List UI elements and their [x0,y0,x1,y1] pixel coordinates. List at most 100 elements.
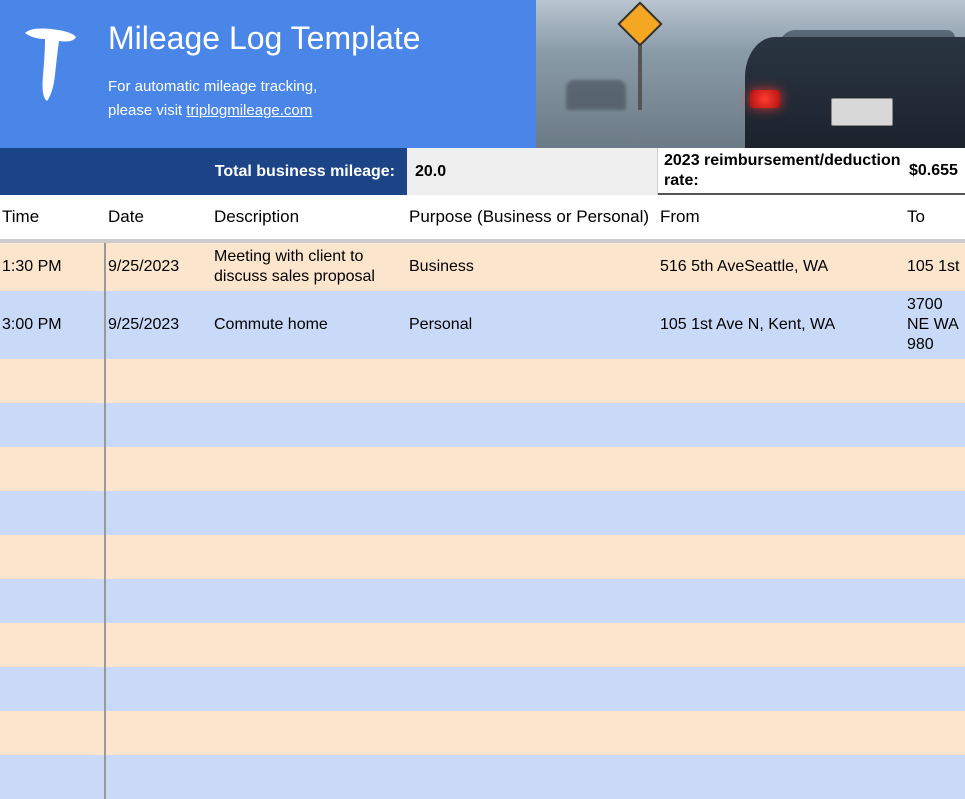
table-row[interactable]: 3:00 PM9/25/2023Commute homePersonal105 … [0,291,965,359]
table-row[interactable] [0,623,965,667]
cell-time[interactable]: 3:00 PM [0,291,106,359]
cell-empty[interactable] [0,667,106,711]
table-row[interactable]: 1:30 PM9/25/2023Meeting with client to d… [0,243,965,291]
cell-empty[interactable] [212,623,407,667]
cell-date[interactable]: 9/25/2023 [106,243,212,291]
table-row[interactable] [0,755,965,799]
cell-empty[interactable] [658,403,905,447]
cell-empty[interactable] [212,711,407,755]
table-row[interactable] [0,491,965,535]
table-row[interactable] [0,359,965,403]
cell-empty[interactable] [0,579,106,623]
cell-empty[interactable] [106,535,212,579]
cell-empty[interactable] [0,623,106,667]
cell-from[interactable]: 516 5th AveSeattle, WA [658,243,905,291]
cell-description[interactable]: Commute home [212,291,407,359]
cell-empty[interactable] [106,403,212,447]
cell-empty[interactable] [212,359,407,403]
cell-empty[interactable] [212,535,407,579]
cell-empty[interactable] [106,359,212,403]
cell-empty[interactable] [658,755,905,799]
cell-empty[interactable] [407,579,658,623]
cell-empty[interactable] [658,711,905,755]
cell-empty[interactable] [106,711,212,755]
subtitle: For automatic mileage tracking, please v… [108,75,421,123]
cell-to[interactable]: 105 1st [905,243,965,291]
cell-empty[interactable] [407,667,658,711]
cell-date[interactable]: 9/25/2023 [106,291,212,359]
table-row[interactable] [0,667,965,711]
cell-empty[interactable] [407,535,658,579]
cell-empty[interactable] [905,491,965,535]
cell-empty[interactable] [106,755,212,799]
cell-empty[interactable] [0,711,106,755]
cell-empty[interactable] [212,755,407,799]
col-header-to: To [905,195,965,239]
header: Mileage Log Template For automatic milea… [0,0,965,148]
cell-empty[interactable] [407,623,658,667]
cell-empty[interactable] [0,447,106,491]
logo-icon [10,20,90,110]
cell-empty[interactable] [658,359,905,403]
subtitle-link[interactable]: triplogmileage.com [186,102,312,119]
cell-empty[interactable] [0,491,106,535]
cell-empty[interactable] [212,403,407,447]
cell-empty[interactable] [658,491,905,535]
table-row[interactable] [0,447,965,491]
cell-empty[interactable] [0,755,106,799]
cell-from[interactable]: 105 1st Ave N, Kent, WA [658,291,905,359]
cell-purpose[interactable]: Business [407,243,658,291]
cell-empty[interactable] [212,667,407,711]
cell-empty[interactable] [106,579,212,623]
cell-empty[interactable] [0,535,106,579]
cell-empty[interactable] [106,667,212,711]
cell-empty[interactable] [0,359,106,403]
cell-empty[interactable] [905,623,965,667]
header-left: Mileage Log Template For automatic milea… [0,0,536,148]
cell-time[interactable]: 1:30 PM [0,243,106,291]
cell-empty[interactable] [905,535,965,579]
cell-empty[interactable] [905,579,965,623]
cell-empty[interactable] [212,447,407,491]
cell-empty[interactable] [905,711,965,755]
cell-empty[interactable] [106,447,212,491]
cell-empty[interactable] [658,623,905,667]
table-row[interactable] [0,579,965,623]
col-header-purpose: Purpose (Business or Personal) [407,195,658,239]
cell-empty[interactable] [905,447,965,491]
cell-empty[interactable] [407,359,658,403]
table-row[interactable] [0,711,965,755]
cell-description[interactable]: Meeting with client to discuss sales pro… [212,243,407,291]
cell-empty[interactable] [106,491,212,535]
cell-to[interactable]: 3700 NE WA 980 [905,291,965,359]
table-row[interactable] [0,403,965,447]
cell-empty[interactable] [905,667,965,711]
col-header-description: Description [212,195,407,239]
cell-empty[interactable] [905,755,965,799]
cell-empty[interactable] [106,623,212,667]
rate-label: 2023 reimbursement/deduction rate: [658,148,905,195]
cell-empty[interactable] [658,535,905,579]
cell-empty[interactable] [407,711,658,755]
cell-empty[interactable] [658,667,905,711]
cell-empty[interactable] [658,579,905,623]
data-table: 1:30 PM9/25/2023Meeting with client to d… [0,243,965,799]
cell-purpose[interactable]: Personal [407,291,658,359]
cell-empty[interactable] [407,447,658,491]
col-header-date: Date [106,195,212,239]
rate-value: $0.655 [905,148,965,195]
cell-empty[interactable] [905,359,965,403]
cell-empty[interactable] [905,403,965,447]
cell-empty[interactable] [407,491,658,535]
car-scene-illustration [536,0,965,148]
table-row[interactable] [0,535,965,579]
cell-empty[interactable] [407,755,658,799]
header-text: Mileage Log Template For automatic milea… [108,20,421,123]
cell-empty[interactable] [212,491,407,535]
column-headers: Time Date Description Purpose (Business … [0,195,965,243]
cell-empty[interactable] [407,403,658,447]
col-header-from: From [658,195,905,239]
cell-empty[interactable] [0,403,106,447]
cell-empty[interactable] [212,579,407,623]
cell-empty[interactable] [658,447,905,491]
